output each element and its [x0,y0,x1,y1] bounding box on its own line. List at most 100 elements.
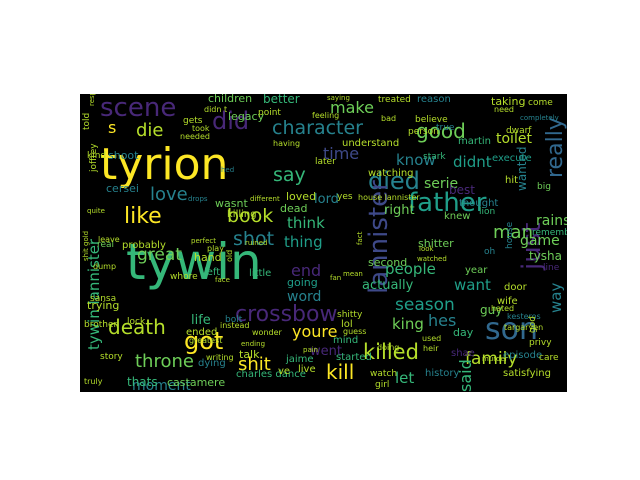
word-different: different [250,195,280,203]
word-toilet: toilet [496,131,532,147]
word-fact: fact [356,231,364,245]
word-watched: watched [417,255,447,263]
word-son: son [485,312,538,347]
word-know: know [396,151,436,169]
word-like: like [124,204,162,229]
word-actually: actually [362,278,414,293]
word-shot: shot [233,228,274,250]
word-man: man [493,222,533,243]
word-shoot: shoot [108,149,139,162]
word-didnt: didnt [453,153,492,171]
word-joffrey: joffrey [89,143,99,173]
word-king: king [392,315,424,333]
word-kill: kill [326,360,354,384]
word-season: season [395,295,455,315]
word-ruined: ruined [245,239,267,247]
word-needed: needed [180,132,210,141]
word-day: day [453,326,474,339]
word-second: second [368,256,407,269]
word-line: line [543,263,560,273]
word-greatest: greatest [189,336,222,345]
word-history: history [425,368,459,379]
word-heir: heir [423,344,439,353]
word-reason: reason [417,94,451,105]
word-real: real [97,240,114,250]
word-doing: doing [377,343,399,352]
word-rains: rains [536,213,567,229]
word-started: started [336,352,372,363]
word-father: father [408,188,487,218]
word-live: live [298,364,316,375]
word-killed: killed [363,340,419,364]
word-cloud: tyrion tywin son father died crossbow lanniste… [80,94,567,392]
word-right: right [384,203,415,218]
word-wasnt: wasnt [215,197,248,210]
word-face: face [215,276,230,284]
word-love: love [150,184,188,205]
word-true: true [436,123,455,133]
word-care: care [539,353,559,363]
word-cersei: cersei [106,182,139,195]
word-tywin: tywin [126,233,262,291]
word-privy: privy [529,338,552,348]
word-old: old [225,250,234,262]
word-character: character [272,117,363,139]
word-understand: understand [342,138,399,149]
word-later: later [315,157,336,167]
word-knew: knew [444,211,470,222]
word-hes: hes [428,311,456,330]
word-guess: guess [343,327,366,336]
word-tywin-lannister: tywin lannister [85,238,103,350]
word-s: s [108,118,116,137]
word-oh: oh [484,247,495,257]
word-hand: hand [194,251,222,264]
word-feeling: feeling [312,111,339,120]
word-lord: lord [314,192,339,207]
word-bolt: bolt [225,315,243,325]
word-say: say [273,164,306,186]
word-respect: respect [88,94,96,106]
word-gets: gets [183,116,203,126]
word-went: went [310,344,342,359]
word-believe: believe [415,115,448,125]
word-wife: wife [497,296,518,307]
word-family: family [465,349,517,369]
word-bad: bad [381,114,396,123]
word-legacy: legacy [228,110,265,123]
word-better: better [263,94,300,106]
word-left: left [204,267,220,278]
word-life: life [191,313,211,328]
word-pain: pain [303,346,318,354]
word-kind: kind [87,151,106,161]
word-girl: girl [375,380,389,390]
word-shitty: shitty [337,310,363,320]
word-serie: serie [424,176,458,192]
word-hit: hit [505,175,518,186]
word-great: great [137,245,182,265]
word-people: people [385,260,436,278]
word-mind: mind [333,335,358,346]
word-way: way [547,283,565,313]
word-person: person [408,127,439,137]
word-think: think [287,214,325,232]
word-wonder: wonder [252,328,283,337]
word-little: little [249,268,271,279]
word-dying: dying [198,358,226,369]
word-thing: thing [284,233,323,251]
word-year: year [465,265,488,276]
word-charles-dance: charles dance [236,369,306,380]
word-castamere: castamere [167,376,225,389]
word-let: let [395,369,414,387]
word-come: come [528,98,553,108]
word-house-lannister: house lannister [358,193,420,202]
word-yes: yes [337,192,353,202]
word-die: die [136,120,164,141]
word-watch: watch [370,369,397,379]
word-said: said [456,359,475,392]
word-game: game [520,233,560,249]
word-dwarf: dwarf [506,126,532,136]
word-time: time [323,144,359,163]
word-writing: writing [206,353,234,362]
word-children: children [208,94,252,105]
